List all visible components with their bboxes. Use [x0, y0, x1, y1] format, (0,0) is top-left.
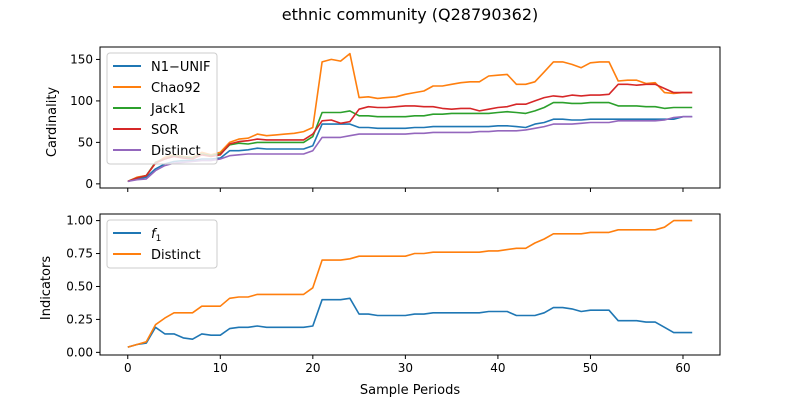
top-legend-label: Chao92 — [151, 81, 201, 96]
bottom-x-tick-label: 10 — [213, 361, 228, 375]
top-series-line-distinct — [127, 115, 693, 183]
top-series-line-sor — [127, 83, 693, 183]
bottom-x-tick-label: 60 — [675, 361, 690, 375]
indicators-panel: 0 10 20 30 40 50 60 0.00 0.25 0.50 0.75 1.00 f1 Disti… — [66, 213, 721, 375]
top-legend: N1−UNIF Chao92 Jack1 SOR Distinct — [106, 52, 218, 165]
bottom-legend-label: f1 — [151, 227, 161, 244]
bottom-x-tick-label: 50 — [583, 361, 598, 375]
x-axis-label: Sample Periods — [360, 383, 460, 398]
bottom-y-axis-label: Indicators — [39, 256, 54, 320]
top-legend-label: Jack1 — [150, 102, 186, 117]
bottom-legend-label: Distinct — [151, 248, 201, 263]
cardinality-panel: 0 50 100 150 N1−UNIF Chao92 Jack1 SOR Distinct — [70, 46, 721, 192]
top-y-axis-label: Cardinality — [45, 87, 60, 158]
bottom-series-line-f1 — [127, 297, 693, 348]
top-y-tick-label: 0 — [85, 177, 93, 191]
bottom-y-tick-label: 0.75 — [66, 247, 93, 261]
bottom-y-tick-label: 1.00 — [66, 214, 93, 228]
top-legend-label: SOR — [151, 123, 179, 138]
bottom-y-tick-label: 0.25 — [66, 312, 93, 326]
bottom-x-tick-label: 30 — [398, 361, 413, 375]
top-series-line-chao92 — [127, 52, 693, 183]
top-series-line-n1-unif — [127, 115, 693, 183]
top-y-tick-label: 150 — [70, 52, 93, 66]
bottom-x-tick-label: 0 — [124, 361, 132, 375]
top-y-tick-label: 50 — [78, 135, 93, 149]
bottom-legend: f1 Distinct — [106, 219, 218, 269]
bottom-plot-frame — [99, 213, 721, 356]
chart-title: ethnic community (Q28790362) — [282, 5, 539, 24]
bottom-x-tick-label: 40 — [490, 361, 505, 375]
top-legend-label: Distinct — [151, 144, 201, 159]
top-legend-box — [106, 52, 218, 165]
bottom-y-tick-label: 0.50 — [66, 279, 93, 293]
bottom-y-tick-label: 0.00 — [66, 345, 93, 359]
bottom-series-line-distinct — [127, 219, 693, 348]
top-legend-label: N1−UNIF — [151, 60, 210, 75]
bottom-x-tick-label: 20 — [305, 361, 320, 375]
top-y-tick-label: 100 — [70, 94, 93, 108]
top-plot-frame — [99, 46, 721, 189]
